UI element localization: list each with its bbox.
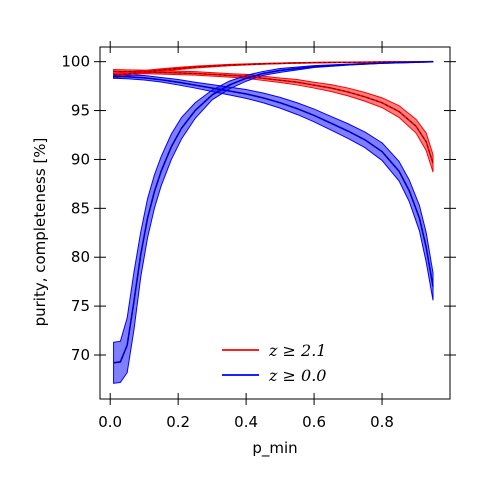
series-z-2-1-completeness-band <box>113 68 434 173</box>
axis-ticks <box>94 41 456 405</box>
y-tick-label: 95 <box>71 102 90 120</box>
confidence-bands <box>113 61 434 384</box>
y-tick-label: 75 <box>71 297 90 315</box>
x-axis-label: p_min <box>252 439 297 458</box>
series-z-0-0-purity-median-dashed <box>113 61 434 364</box>
y-tick-label: 70 <box>71 346 90 364</box>
x-tick-label: 0.6 <box>302 413 326 431</box>
x-tick-label: 0.0 <box>98 413 122 431</box>
series-z-2-1-purity-median-dashed <box>113 61 434 77</box>
plot-frame <box>99 46 451 400</box>
legend-label-z-0-0: z ≥ 0.0 <box>268 366 326 385</box>
x-tick-label: 0.2 <box>166 413 190 431</box>
y-tick-label: 100 <box>61 53 90 71</box>
series-z-0-0-completeness-median-dashed <box>113 75 434 287</box>
y-axis-label: purity, completeness [%] <box>31 138 49 327</box>
x-tick-label: 0.8 <box>370 413 394 431</box>
series-z-0-0-completeness-band <box>113 73 434 301</box>
legend-label-z-2-1: z ≥ 2.1 <box>268 341 326 360</box>
series-z-2-1-completeness-median-dashed <box>113 71 434 164</box>
axis-tick-labels: 0.0 0.2 0.4 0.6 0.8 70 75 80 85 90 95 100 <box>61 53 394 431</box>
legend: z ≥ 2.1 z ≥ 0.0 <box>222 341 326 385</box>
y-tick-label: 90 <box>71 150 90 168</box>
y-tick-label: 85 <box>71 199 90 217</box>
series-lines <box>113 60 434 364</box>
y-tick-label: 80 <box>71 248 90 266</box>
x-tick-label: 0.4 <box>234 413 258 431</box>
